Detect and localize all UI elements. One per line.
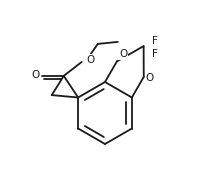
Text: O: O xyxy=(87,55,95,65)
Text: F: F xyxy=(152,36,157,46)
Text: F: F xyxy=(152,49,157,59)
Text: O: O xyxy=(119,49,127,59)
Text: O: O xyxy=(32,70,40,80)
Text: O: O xyxy=(146,73,154,83)
